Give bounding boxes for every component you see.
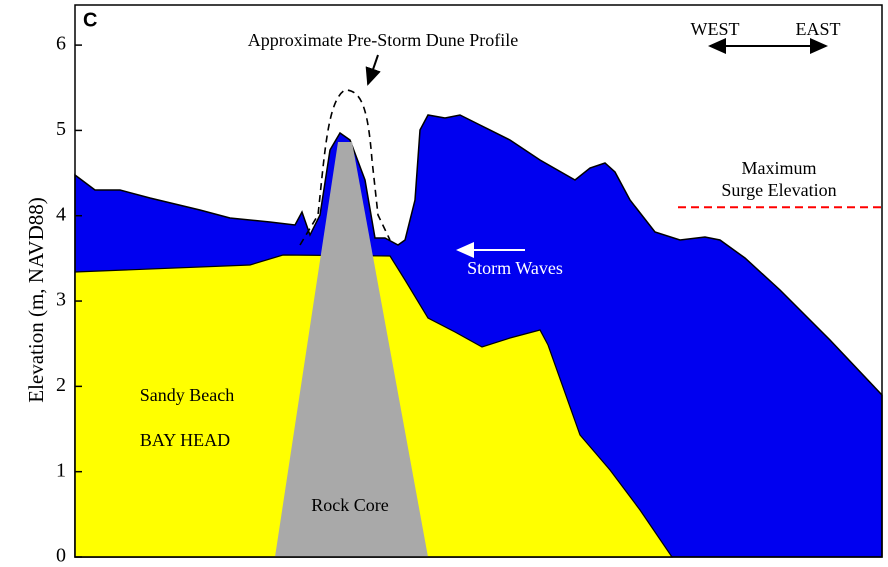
- panel-label: C: [83, 9, 97, 31]
- y-tick-label: 0: [56, 545, 66, 567]
- y-tick-label: 3: [56, 289, 66, 311]
- surge-label: Surge Elevation: [721, 180, 836, 200]
- waves-label: Storm Waves: [467, 258, 563, 278]
- place-label: BAY HEAD: [140, 430, 230, 450]
- dune-arrow: [368, 55, 378, 84]
- beach-label: Sandy Beach: [140, 385, 234, 405]
- core-label: Rock Core: [311, 495, 388, 515]
- surge-label: Maximum: [742, 158, 817, 178]
- west-label: WEST: [691, 19, 740, 39]
- y-tick-label: 6: [56, 33, 66, 55]
- y-tick-label: 2: [56, 374, 66, 396]
- dune-label: Approximate Pre-Storm Dune Profile: [248, 30, 518, 50]
- y-tick-label: 5: [56, 118, 66, 140]
- east-label: EAST: [796, 19, 841, 39]
- y-tick-label: 4: [56, 203, 66, 225]
- y-tick-label: 1: [56, 459, 66, 481]
- figure: C Elevation (m, NAVD88) Approximate Pre-…: [0, 0, 888, 567]
- y-axis-label: Elevation (m, NAVD88): [24, 197, 48, 403]
